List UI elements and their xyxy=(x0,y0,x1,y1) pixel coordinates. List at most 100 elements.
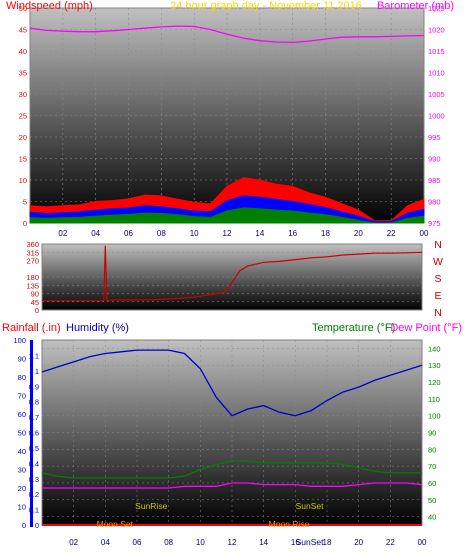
windspeed-tick-label: 50 xyxy=(19,4,27,13)
wind-grid xyxy=(30,7,425,224)
rainfall-tick-label: 0.6 xyxy=(29,429,39,438)
windspeed-tick-label: 35 xyxy=(19,69,27,78)
temperature-tick-label: 60 xyxy=(428,479,436,488)
rainfall-tick-label: 0.2 xyxy=(29,490,39,499)
rainfall-tick-label: 0.3 xyxy=(29,475,39,484)
direction-tick-label: 135 xyxy=(26,281,39,290)
wind-series-area xyxy=(29,207,425,224)
temperature-tick-label: 50 xyxy=(428,496,436,505)
sun-moon-annotations: SunRise SunSet Moon Set Moon Rise SunSet xyxy=(97,501,325,547)
barometer-tick-label: 985 xyxy=(428,176,441,185)
barometer-tick-label: 990 xyxy=(428,155,441,164)
direction-tick-label: 315 xyxy=(26,248,39,257)
windspeed-tick-label: 30 xyxy=(19,90,27,99)
temperature-tick-label: 140 xyxy=(428,344,441,353)
temp-x-tick-label: 16 xyxy=(291,538,300,547)
windspeed-tick-label: 25 xyxy=(19,112,27,121)
temp-x-tick-label: 10 xyxy=(196,538,205,547)
compass-label: S xyxy=(434,273,441,285)
temp-x-axis: 02 04 06 08 10 12 14 16 18 20 22 00 xyxy=(69,538,427,547)
temp-x-tick-label: 20 xyxy=(354,538,363,547)
wind-x-tick-label: 20 xyxy=(354,229,363,238)
rainfall-tick-label: 0.9 xyxy=(29,382,39,391)
compass-label: N xyxy=(434,239,442,251)
wind-x-tick-label: 04 xyxy=(91,229,100,238)
wind-x-tick-label: 10 xyxy=(190,229,199,238)
barometer-tick-label: 995 xyxy=(428,133,441,142)
humidity-label: Humidity (%) xyxy=(66,322,129,334)
windspeed-label: Windspeed (mph) xyxy=(6,0,93,12)
humidity-tick-label: 10 xyxy=(18,503,26,512)
temperature-tick-label: 40 xyxy=(428,513,436,522)
temperature-tick-label: 130 xyxy=(428,361,441,370)
temp-series-line xyxy=(41,349,423,417)
direction-tick-label: 90 xyxy=(31,290,39,299)
windspeed-axis: 0 5 10 15 20 25 30 35 40 45 50 xyxy=(19,4,27,228)
humidity-tick-label: 60 xyxy=(18,410,26,419)
wind-x-axis: 02 04 06 08 10 12 14 16 18 20 22 00 xyxy=(58,229,429,238)
temperature-tick-label: 70 xyxy=(428,462,436,471)
temp-x-tick-label: 06 xyxy=(133,538,142,547)
wind-x-tick-label: 14 xyxy=(255,229,264,238)
windspeed-tick-label: 15 xyxy=(19,155,27,164)
temperature-tick-label: 120 xyxy=(428,378,441,387)
wind-barometer-panel: Windspeed (mph) 24 hour graph day - Nove… xyxy=(6,0,454,238)
rainfall-tick-label: 0.7 xyxy=(29,413,39,422)
barometer-label: Barometer (mb) xyxy=(377,0,454,12)
rainfall-tick-label: 0.5 xyxy=(29,444,39,453)
temperature-humidity-panel: Rainfall (.in) Humidity (%) Temperature … xyxy=(2,322,462,547)
barometer-tick-label: 1015 xyxy=(428,47,445,56)
wind-x-tick-label: 22 xyxy=(387,229,396,238)
barometer-line xyxy=(29,25,425,44)
annotation-label: Moon Set xyxy=(97,519,134,529)
wind-x-tick-label: 06 xyxy=(124,229,133,238)
humidity-tick-label: 70 xyxy=(18,392,26,401)
humidity-axis: 0 10 20 30 40 50 60 70 80 90 100 xyxy=(13,336,26,530)
barometer-axis: 975 980 985 990 995 1000 1005 1010 1015 1020 1025 xyxy=(428,4,445,228)
temperature-label: Temperature (°F) xyxy=(312,322,395,334)
temp-x-tick-label: 04 xyxy=(101,538,110,547)
barometer-tick-label: 980 xyxy=(428,198,441,207)
direction-tick-label: 0 xyxy=(35,306,39,315)
wind-x-tick-label: 02 xyxy=(58,229,67,238)
humidity-tick-label: 20 xyxy=(18,484,26,493)
temp-x-tick-label: 14 xyxy=(259,538,268,547)
barometer-tick-label: 1005 xyxy=(428,90,445,99)
wind-x-tick-label: 18 xyxy=(321,229,330,238)
rainfall-tick-label: 0.8 xyxy=(29,398,39,407)
temp-x-tick-label: 18 xyxy=(323,538,332,547)
wind-x-tick-label: 08 xyxy=(157,229,166,238)
temp-x-tick-label: 12 xyxy=(228,538,237,547)
temperature-tick-label: 100 xyxy=(428,412,441,421)
rainfall-tick-label: 1.1 xyxy=(29,351,39,360)
direction-grid xyxy=(42,243,422,311)
direction-tick-label: 180 xyxy=(26,273,39,282)
humidity-tick-label: 80 xyxy=(18,373,26,382)
barometer-tick-label: 1010 xyxy=(428,69,445,78)
rainfall-tick-label: 1 xyxy=(35,367,39,376)
rainfall-axis: 0 0.1 0.2 0.3 0.4 0.5 0.6 0.7 0.8 0.9 1 1.1 xyxy=(29,351,39,530)
temp-series xyxy=(41,349,423,526)
compass-label: W xyxy=(433,256,443,268)
humidity-tick-label: 40 xyxy=(18,447,26,456)
humidity-tick-label: 0 xyxy=(22,521,26,530)
direction-tick-label: 360 xyxy=(26,240,39,249)
temp-series-line xyxy=(42,482,423,489)
wind-x-tick-label: 00 xyxy=(420,229,429,238)
annotation-label: SunSet xyxy=(296,537,325,547)
temp-x-tick-label: 02 xyxy=(69,538,78,547)
temp-x-tick-label: 08 xyxy=(164,538,173,547)
annotation-label: SunSet xyxy=(296,501,325,511)
temperature-tick-label: 90 xyxy=(428,429,436,438)
rain-axis-bar xyxy=(30,340,33,527)
temperature-axis: 40 50 60 70 80 90 100 110 120 130 140 xyxy=(428,344,441,521)
compass-label: N xyxy=(434,307,442,319)
humidity-tick-label: 100 xyxy=(13,336,26,345)
humidity-tick-label: 90 xyxy=(18,355,26,364)
chart-title: 24 hour graph day - November 11 2016 xyxy=(170,0,362,12)
dewpoint-label: Dew Point (°F) xyxy=(390,322,462,334)
